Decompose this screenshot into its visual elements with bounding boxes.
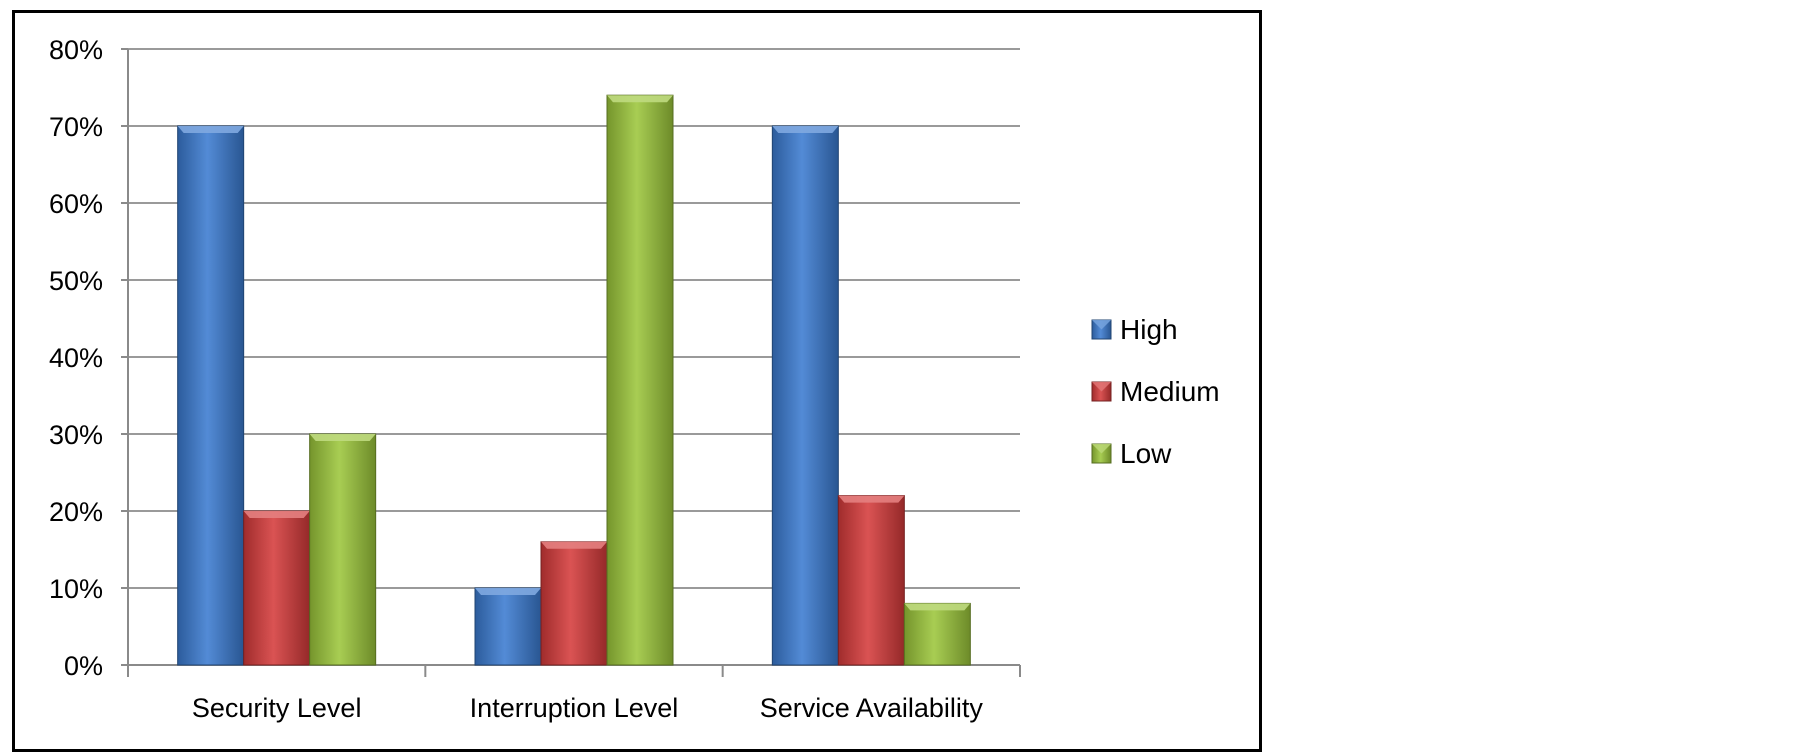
legend-label-low: Low [1120,438,1172,469]
bar-bevel [838,495,905,503]
x-tick-label: Security Level [192,693,362,723]
bar-bevel [772,126,839,133]
bar-chart: 0% 10% 20% 30% 40% 50% 60% 70% 80% Security Level… [49,35,1220,723]
legend: High Medium Low [1091,314,1220,469]
bars [177,94,971,666]
bar-high-interruption-level [474,587,542,666]
bar-medium-security-level [243,510,311,666]
legend-label-medium: Medium [1120,376,1220,407]
bar-high-security-level [177,125,245,666]
bar-bevel [904,603,971,611]
bar-bevel [607,95,673,103]
y-tick-label: 50% [49,266,103,296]
legend-label-high: High [1120,314,1178,345]
y-tick-label: 30% [49,420,103,450]
legend-swatch-bevel [1092,320,1111,330]
y-tick-label: 0% [64,651,103,681]
y-tick-label: 70% [49,112,103,142]
axes: 0% 10% 20% 30% 40% 50% 60% 70% 80% Security Level… [49,35,1021,723]
legend-swatch-bevel [1092,444,1111,454]
y-tick-label: 60% [49,189,103,219]
y-tick-label: 10% [49,574,103,604]
bar-bevel [309,434,376,441]
legend-swatch-bevel [1092,382,1111,392]
bar-bevel [541,541,607,549]
y-tick-label: 80% [49,35,103,65]
y-tick-label: 40% [49,343,103,373]
chart-frame: 0% 10% 20% 30% 40% 50% 60% 70% 80% Security Level… [12,10,1262,752]
bar-bevel [475,588,541,595]
bar-low-service-availability [903,602,971,666]
bar-high-service-availability [771,125,839,666]
bar-bevel [243,511,310,518]
x-tick-label: Interruption Level [470,693,679,723]
bar-medium-interruption-level [540,541,608,666]
bar-low-interruption-level [606,94,674,666]
y-tick-label: 20% [49,497,103,527]
bar-medium-service-availability [837,495,905,666]
bar-low-security-level [309,433,377,666]
bar-bevel [177,126,244,133]
x-tick-label: Service Availability [760,693,984,723]
